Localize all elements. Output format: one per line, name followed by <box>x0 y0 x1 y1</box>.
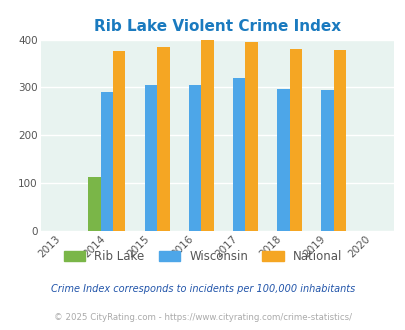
Bar <box>289 49 301 231</box>
Bar <box>333 50 345 231</box>
Bar <box>188 84 201 231</box>
Bar <box>145 84 157 231</box>
Legend: Rib Lake, Wisconsin, National: Rib Lake, Wisconsin, National <box>64 250 341 263</box>
Title: Rib Lake Violent Crime Index: Rib Lake Violent Crime Index <box>94 19 340 34</box>
Text: © 2025 CityRating.com - https://www.cityrating.com/crime-statistics/: © 2025 CityRating.com - https://www.city… <box>54 313 351 322</box>
Bar <box>321 90 333 231</box>
Bar <box>88 177 100 231</box>
Bar <box>277 89 289 231</box>
Bar <box>245 43 257 231</box>
Bar <box>232 78 245 231</box>
Bar <box>113 51 125 231</box>
Bar <box>201 40 213 231</box>
Bar <box>157 47 169 231</box>
Text: Crime Index corresponds to incidents per 100,000 inhabitants: Crime Index corresponds to incidents per… <box>51 284 354 294</box>
Bar <box>100 92 113 231</box>
